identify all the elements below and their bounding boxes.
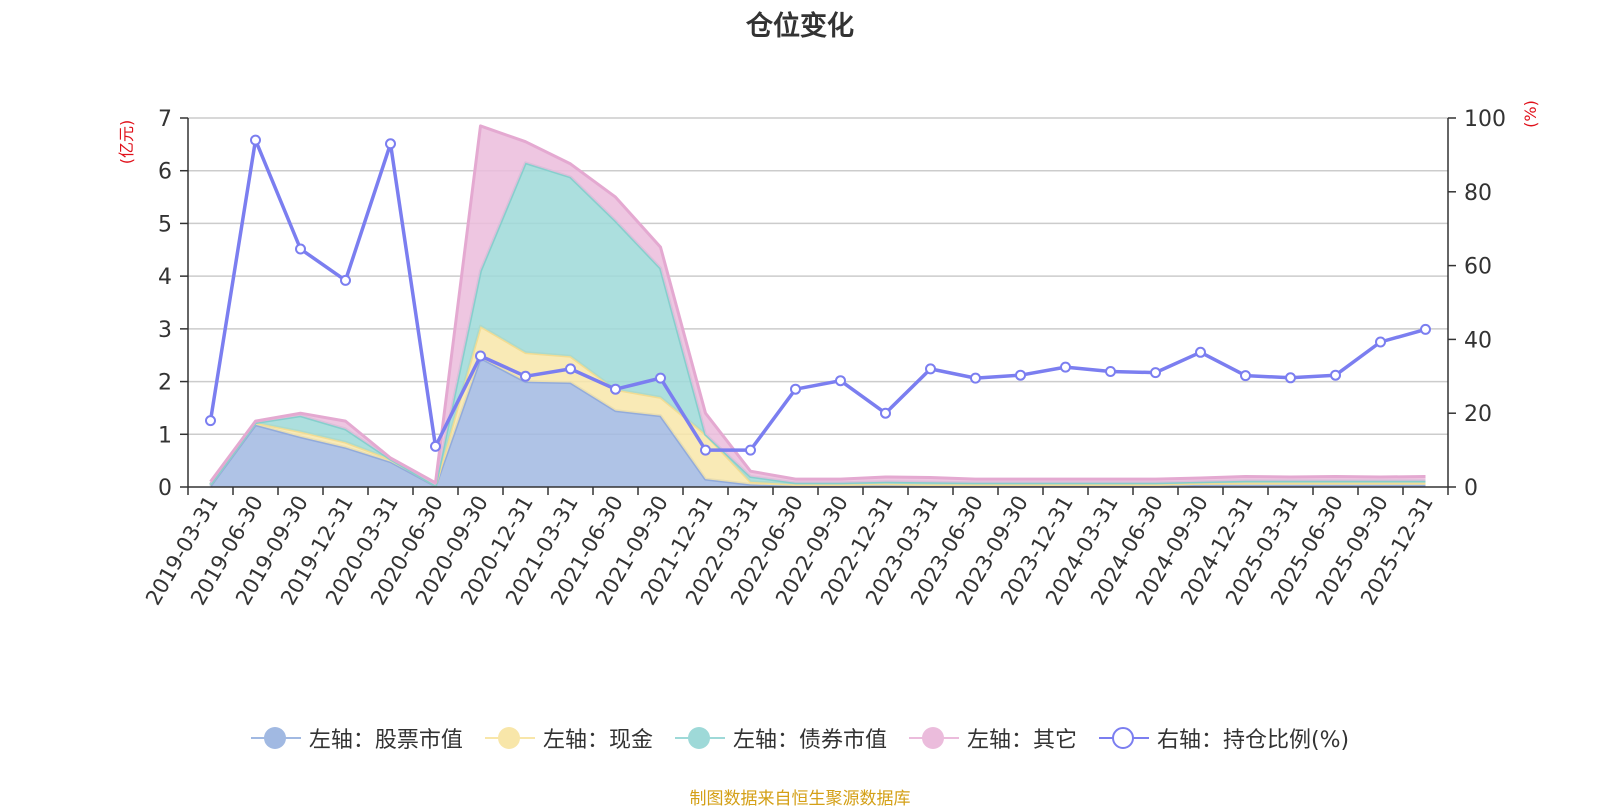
- legend-symbol-bond: [674, 723, 725, 753]
- position-ratio-point: [970, 372, 981, 384]
- chart-title: 仓位变化: [746, 11, 854, 42]
- position-ratio-point: [655, 372, 666, 384]
- position-ratio-point: [1015, 369, 1026, 381]
- position-ratio-point: [340, 274, 351, 286]
- area-stock: [210, 357, 1426, 487]
- source-note: 制图数据来自恒生聚源数据库: [689, 789, 911, 809]
- position-ratio-point: [745, 444, 756, 456]
- y-right-tick-label: 80: [1464, 181, 1492, 206]
- y-left-axis-label: (亿元): [117, 120, 136, 165]
- position-ratio-point: [790, 383, 801, 395]
- legend-symbol-position-ratio: [1098, 723, 1149, 753]
- position-ratio-point: [1285, 372, 1296, 384]
- position-ratio-point: [295, 243, 306, 255]
- legend-item-position-ratio[interactable]: 右轴：持仓比例(%): [1098, 722, 1350, 754]
- y-left-tick-label: 7: [158, 107, 172, 132]
- area-bond: [210, 162, 1426, 486]
- y-right-tick-label: 20: [1464, 402, 1492, 427]
- area-other: [210, 125, 1426, 486]
- position-ratio-point: [835, 375, 846, 387]
- area-cash: [210, 326, 1426, 486]
- legend: 左轴：股票市值 左轴：现金 左轴：债券市值 左轴：其它 右轴：持仓比例(%): [0, 722, 1600, 754]
- y-right-tick-label: 0: [1464, 476, 1478, 501]
- legend-label-position-ratio: 右轴：持仓比例(%): [1156, 728, 1350, 753]
- y-left-tick-label: 2: [158, 371, 172, 396]
- position-ratio-point: [430, 440, 441, 452]
- position-ratio-point: [700, 444, 711, 456]
- position-ratio-point: [1330, 369, 1341, 381]
- legend-item-bond[interactable]: 左轴：债券市值: [674, 722, 887, 754]
- y-right-tick-label: 100: [1464, 107, 1506, 132]
- legend-label-bond: 左轴：债券市值: [732, 728, 887, 753]
- y-left-tick-label: 6: [158, 160, 172, 185]
- position-ratio-point: [610, 383, 621, 395]
- position-ratio-point: [1240, 370, 1251, 382]
- y-right-tick-label: 40: [1464, 328, 1492, 353]
- y-right-tick-label: 60: [1464, 255, 1492, 280]
- position-ratio-point: [475, 350, 486, 362]
- legend-item-stock[interactable]: 左轴：股票市值: [250, 722, 463, 754]
- legend-item-cash[interactable]: 左轴：现金: [484, 722, 653, 754]
- position-ratio-point: [1195, 346, 1206, 358]
- legend-symbol-stock: [250, 723, 301, 753]
- position-ratio-point: [1420, 323, 1431, 335]
- position-ratio-point: [1375, 336, 1386, 348]
- y-right-axis-label: (%): [1521, 100, 1540, 128]
- legend-label-other: 左轴：其它: [966, 728, 1077, 753]
- position-ratio-point: [925, 363, 936, 375]
- y-left-tick-label: 0: [158, 476, 172, 501]
- position-ratio-point: [880, 407, 891, 419]
- position-ratio-point: [1150, 367, 1161, 379]
- position-ratio-point: [205, 415, 216, 427]
- position-ratio-point: [385, 138, 396, 150]
- y-left-tick-label: 3: [158, 318, 172, 343]
- area-bond-line: [209, 161, 1426, 487]
- position-ratio-point: [250, 134, 261, 146]
- position-ratio-point: [520, 370, 531, 382]
- y-left-tick-label: 4: [158, 265, 172, 290]
- legend-symbol-other: [908, 723, 959, 753]
- legend-label-stock: 左轴：股票市值: [308, 728, 463, 753]
- legend-label-cash: 左轴：现金: [542, 728, 653, 753]
- position-ratio-line: [208, 138, 1426, 452]
- area-other-line: [209, 124, 1426, 485]
- legend-symbol-cash: [484, 723, 535, 753]
- y-left-tick-label: 1: [158, 423, 172, 448]
- position-ratio-point: [1060, 361, 1071, 373]
- position-ratio-point: [1105, 366, 1116, 377]
- legend-item-other[interactable]: 左轴：其它: [908, 722, 1077, 754]
- position-ratio-point: [565, 363, 576, 375]
- y-left-tick-label: 5: [158, 212, 172, 237]
